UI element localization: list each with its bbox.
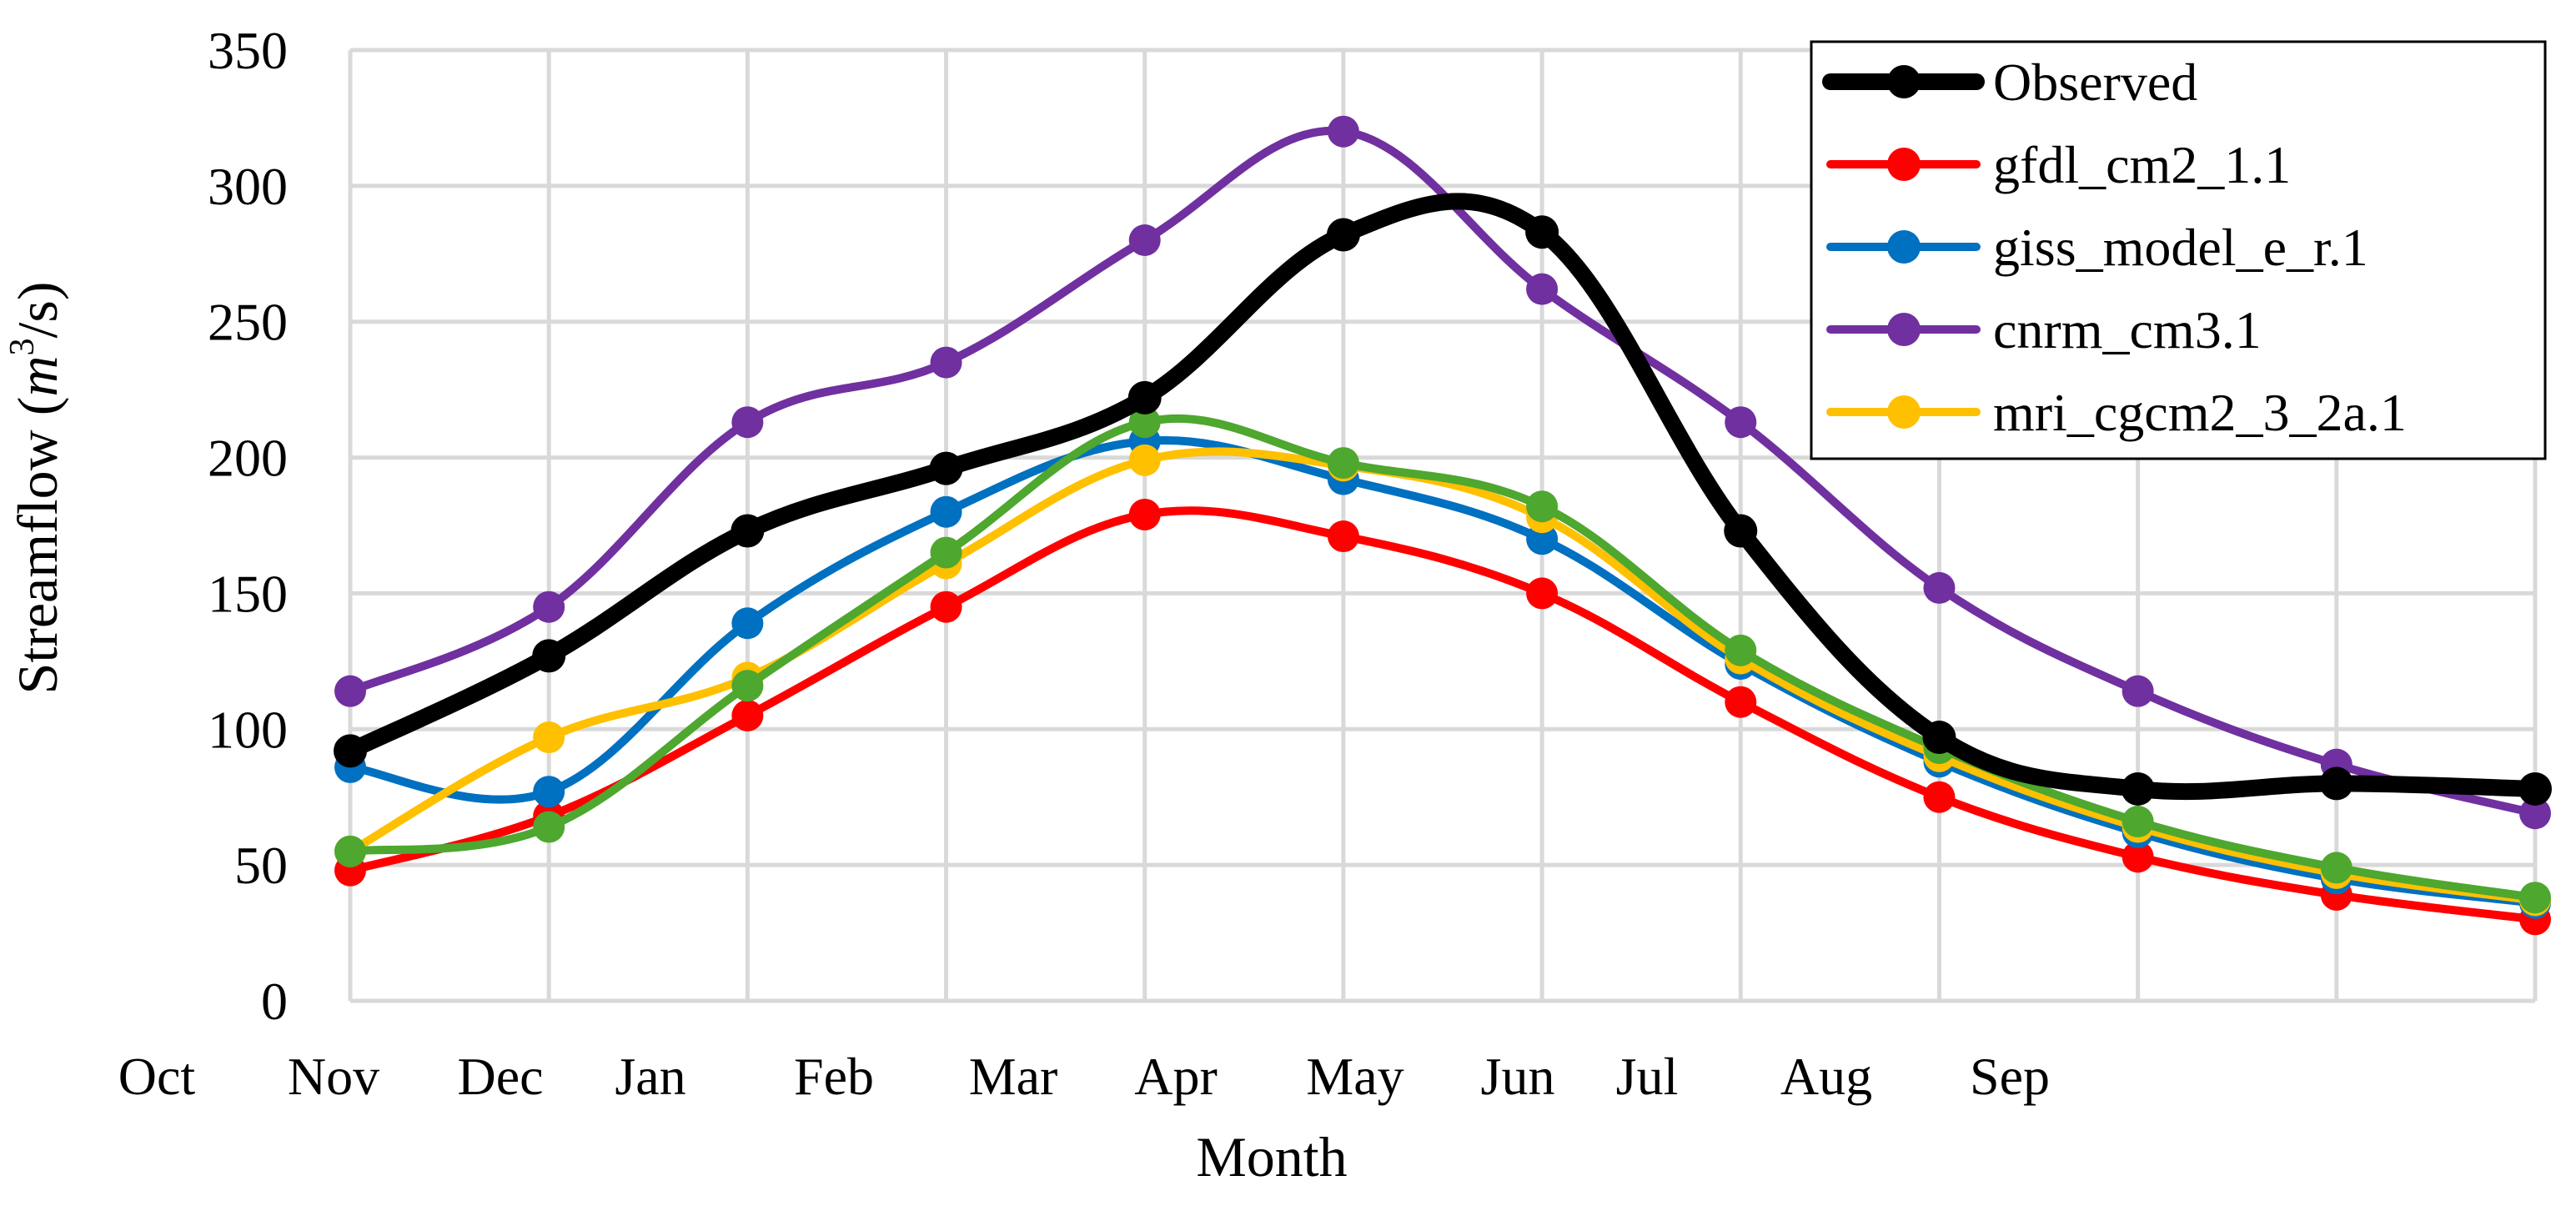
data-point bbox=[1724, 514, 1758, 548]
x-tick-label: Mar bbox=[969, 1047, 1058, 1106]
data-point bbox=[2320, 852, 2353, 884]
x-axis-title: Month bbox=[1196, 1125, 1347, 1188]
data-point bbox=[1127, 380, 1162, 415]
series-cnrm_cm3.1 bbox=[334, 115, 2551, 830]
x-tick-label: Jul bbox=[1616, 1047, 1679, 1106]
data-point bbox=[2519, 882, 2551, 914]
data-point bbox=[731, 700, 764, 731]
legend-marker bbox=[1887, 65, 1921, 98]
series-line bbox=[346, 447, 2539, 905]
data-point bbox=[533, 721, 565, 754]
legend-marker bbox=[1887, 395, 1921, 429]
data-point bbox=[2122, 806, 2154, 838]
data-point bbox=[533, 811, 565, 843]
legend-label: Observed bbox=[1993, 53, 2197, 112]
data-point bbox=[731, 670, 764, 702]
data-point bbox=[2518, 771, 2552, 806]
data-point bbox=[1725, 634, 1757, 666]
data-point bbox=[929, 451, 963, 485]
data-point bbox=[533, 776, 565, 808]
x-tick-label: May bbox=[1306, 1047, 1403, 1106]
data-point bbox=[532, 639, 566, 673]
data-point bbox=[1128, 224, 1161, 256]
series-layer bbox=[334, 115, 2552, 936]
series-line bbox=[346, 414, 2539, 902]
y-tick-label: 200 bbox=[208, 429, 288, 488]
data-point bbox=[930, 346, 962, 379]
data-point bbox=[1526, 273, 1559, 305]
y-tick-label: 350 bbox=[208, 21, 288, 80]
data-point bbox=[1526, 490, 1559, 523]
legend-marker bbox=[1887, 148, 1921, 181]
data-point bbox=[930, 536, 962, 569]
data-point bbox=[731, 406, 764, 439]
x-tick-label: Sep bbox=[1970, 1047, 2050, 1106]
legend-label: mri_cgcm2_3_2a.1 bbox=[1993, 383, 2407, 442]
y-tick-label: 250 bbox=[208, 293, 288, 352]
data-point bbox=[2122, 675, 2154, 707]
data-point bbox=[1923, 781, 1956, 813]
data-point bbox=[533, 590, 565, 623]
x-tick-label: Oct bbox=[118, 1047, 196, 1106]
data-point bbox=[334, 734, 367, 768]
data-point bbox=[1725, 406, 1757, 439]
legend-label: gfdl_cm2_1.1 bbox=[1993, 135, 2291, 194]
data-point bbox=[2122, 841, 2154, 873]
data-point bbox=[1526, 577, 1559, 610]
x-tick-label: Jan bbox=[615, 1047, 685, 1106]
data-point bbox=[731, 514, 765, 548]
data-point bbox=[1128, 498, 1161, 530]
y-tick-label: 150 bbox=[208, 564, 288, 623]
y-axis-title: Streamflow (m3/s) bbox=[3, 281, 69, 694]
data-point bbox=[1922, 721, 1956, 755]
data-point bbox=[731, 607, 764, 640]
data-point bbox=[2519, 797, 2551, 830]
series-gfdl_cm2_1.1 bbox=[334, 498, 2551, 936]
data-point bbox=[1327, 115, 1359, 148]
y-axis-ticks: 0 50 100 150 200 250 300 350 bbox=[208, 21, 288, 1031]
legend-marker bbox=[1887, 313, 1921, 346]
data-point bbox=[334, 835, 366, 867]
series-line bbox=[346, 436, 2539, 907]
data-point bbox=[1923, 571, 1956, 604]
x-tick-label: Aug bbox=[1780, 1047, 1872, 1106]
data-point bbox=[2319, 766, 2353, 801]
series-Observed bbox=[334, 193, 2552, 806]
data-point bbox=[1327, 520, 1359, 553]
data-point bbox=[930, 495, 962, 528]
data-point bbox=[1128, 406, 1161, 439]
legend-label: cnrm_cm3.1 bbox=[1993, 300, 2262, 359]
data-point bbox=[1725, 686, 1757, 718]
data-point bbox=[1526, 523, 1559, 555]
data-point bbox=[930, 590, 962, 623]
y-tick-label: 100 bbox=[208, 700, 288, 759]
data-point bbox=[1128, 444, 1161, 476]
data-point bbox=[1525, 215, 1559, 249]
y-tick-label: 50 bbox=[234, 836, 288, 895]
legend: Observed gfdl_cm2_1.1 giss_model_e_r.1cnrm… bbox=[1810, 40, 2547, 460]
legend-label: giss_model_e_r.1 bbox=[1993, 218, 2368, 277]
x-tick-label: Nov bbox=[288, 1047, 379, 1106]
x-tick-label: Dec bbox=[457, 1047, 543, 1106]
legend-marker bbox=[1887, 230, 1921, 264]
data-point bbox=[2121, 771, 2155, 806]
x-tick-label: Feb bbox=[794, 1047, 874, 1106]
y-tick-label: 0 bbox=[261, 972, 288, 1031]
data-point bbox=[1327, 447, 1359, 480]
data-point bbox=[334, 675, 366, 707]
data-point bbox=[1326, 218, 1360, 252]
x-axis-ticks: Oct Nov Dec Jan Feb Mar Apr May Jun Jul Aug Sep bbox=[118, 1047, 2050, 1106]
x-tick-label: Apr bbox=[1134, 1047, 1218, 1106]
x-tick-label: Jun bbox=[1481, 1047, 1555, 1106]
y-tick-label: 300 bbox=[208, 157, 288, 216]
